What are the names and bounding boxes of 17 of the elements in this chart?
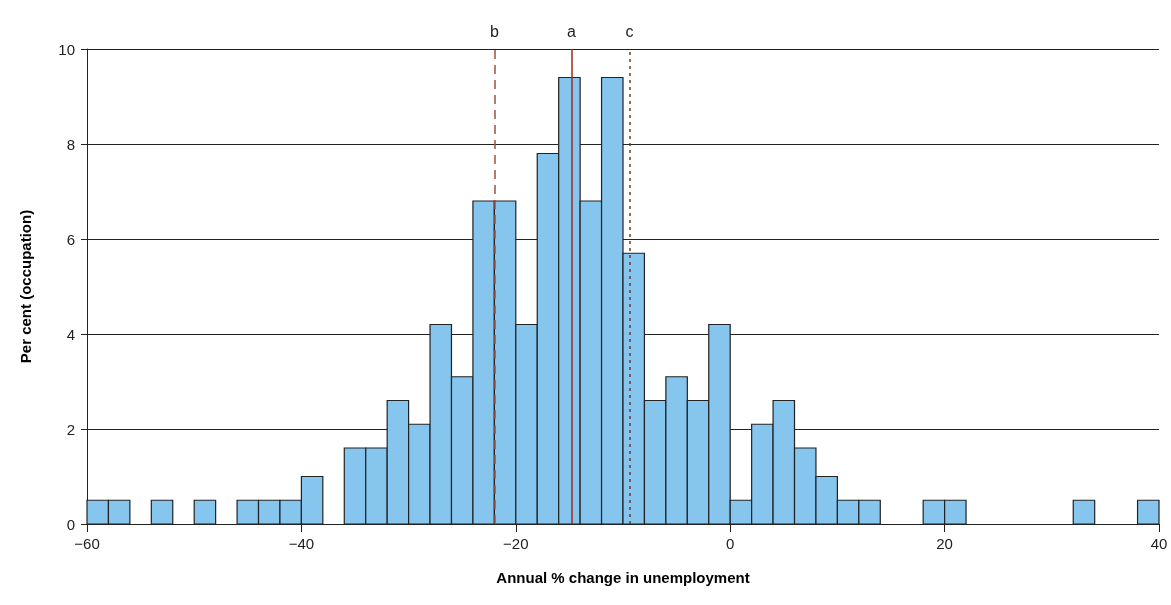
x-tick-label: −40 (288, 535, 315, 552)
x-tick-label: 0 (726, 535, 735, 552)
ref-line-label: a (567, 22, 577, 40)
x-tick-label: 20 (936, 535, 953, 552)
y-tick-label: 8 (66, 135, 75, 153)
x-tick-label: 40 (1150, 535, 1168, 552)
x-tick-label: −60 (74, 535, 100, 552)
y-tick-label: 2 (66, 420, 75, 438)
y-tick-label: 4 (66, 325, 75, 343)
x-tick-label: −20 (503, 535, 529, 552)
ref-line-label: b (489, 22, 499, 40)
y-tick-label: 10 (58, 40, 75, 58)
y-tick-label: 0 (66, 515, 75, 533)
x-axis-title: Annual % change in unemployment (496, 569, 750, 586)
y-tick-label: 6 (66, 230, 75, 248)
y-axis-title: Per cent (occupation) (17, 209, 34, 364)
ref-line-label: c (625, 22, 634, 40)
